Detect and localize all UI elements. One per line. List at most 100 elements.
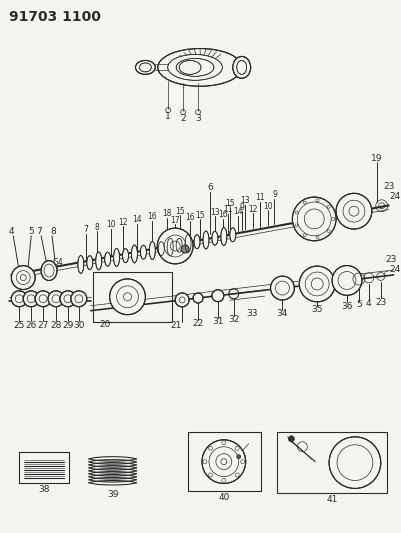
Text: 11: 11 [254,193,264,203]
Ellipse shape [194,235,200,249]
Text: 12: 12 [117,218,127,227]
Ellipse shape [179,60,200,74]
Circle shape [11,265,35,289]
Text: 24: 24 [388,192,399,201]
Text: 36: 36 [340,302,352,311]
Text: 31: 31 [212,317,223,326]
Text: 16: 16 [147,212,157,221]
Circle shape [288,436,294,442]
Circle shape [71,291,87,306]
Text: 15: 15 [225,199,234,208]
Circle shape [35,291,51,306]
Text: 5: 5 [355,301,361,309]
Ellipse shape [211,231,217,245]
Text: 7: 7 [36,228,42,236]
Ellipse shape [135,60,155,74]
Text: 10: 10 [105,220,115,229]
Text: C: C [383,271,387,277]
Text: 28: 28 [50,321,61,330]
Ellipse shape [140,245,146,259]
Text: 15: 15 [175,207,184,216]
Circle shape [157,228,192,264]
Text: 34: 34 [276,309,288,318]
Text: 19: 19 [370,154,382,163]
Ellipse shape [229,228,235,242]
Circle shape [181,245,188,253]
Ellipse shape [232,56,250,78]
Text: 13: 13 [239,196,249,205]
Circle shape [48,291,64,306]
Text: 24: 24 [388,265,399,274]
Text: 20: 20 [99,320,110,329]
Ellipse shape [176,238,182,252]
Ellipse shape [113,248,119,266]
Ellipse shape [220,228,226,246]
Text: 91703 1100: 91703 1100 [9,10,101,24]
Ellipse shape [78,255,83,273]
Circle shape [331,265,361,295]
Circle shape [23,291,39,306]
Ellipse shape [158,242,164,256]
Ellipse shape [167,238,173,256]
Text: 3: 3 [194,114,200,123]
Ellipse shape [122,249,128,263]
Text: 1: 1 [165,111,171,120]
Text: 5: 5 [28,228,34,237]
Text: 16: 16 [185,213,194,222]
Text: 16: 16 [217,211,227,220]
Text: 32: 32 [227,315,239,324]
Circle shape [211,290,223,302]
Text: 23: 23 [374,298,385,307]
Circle shape [292,197,335,241]
Text: 2: 2 [180,114,186,123]
Text: 27: 27 [37,321,49,330]
Ellipse shape [95,252,101,270]
Text: 4: 4 [365,299,371,308]
Ellipse shape [139,63,151,72]
Circle shape [175,293,188,307]
Text: 4: 4 [8,228,14,237]
Circle shape [236,455,240,459]
Text: 14: 14 [132,215,142,224]
Ellipse shape [149,241,155,260]
Circle shape [335,193,371,229]
Text: 9: 9 [271,190,276,199]
Ellipse shape [87,256,93,270]
Ellipse shape [104,252,110,266]
Text: 15: 15 [195,211,205,220]
Bar [93,272,172,321]
Circle shape [328,437,380,488]
Text: 10: 10 [262,201,271,211]
Text: 41: 41 [326,495,337,504]
Circle shape [201,440,245,483]
Ellipse shape [131,245,137,263]
Ellipse shape [167,54,222,80]
Circle shape [60,291,76,306]
Circle shape [109,279,145,314]
Text: 7: 7 [83,225,88,234]
Text: 35: 35 [311,305,322,314]
Text: 23: 23 [384,255,395,264]
Ellipse shape [203,231,209,249]
Text: 40: 40 [218,493,229,502]
Text: 25: 25 [14,321,25,330]
Text: 17: 17 [170,216,180,225]
Bar [188,432,260,491]
Ellipse shape [236,60,246,74]
Text: 8: 8 [94,223,99,232]
Text: 18: 18 [162,209,172,219]
Text: 39: 39 [107,490,118,499]
Text: 8: 8 [50,228,56,236]
Ellipse shape [184,235,190,253]
Text: 23: 23 [382,182,393,191]
Circle shape [192,293,203,303]
Ellipse shape [41,261,57,280]
Text: 29: 29 [62,321,73,330]
Text: 21: 21 [170,321,181,330]
Text: 22: 22 [192,319,203,328]
Circle shape [11,291,27,306]
Text: 13: 13 [210,208,219,217]
Bar [277,432,386,494]
Text: 11: 11 [223,205,232,214]
Text: 12: 12 [247,205,257,214]
